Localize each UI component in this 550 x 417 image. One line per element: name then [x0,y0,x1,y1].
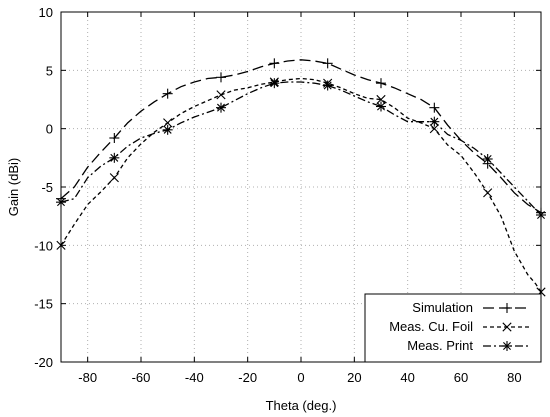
data-point-marker-stroke [483,188,493,198]
data-point-marker [162,124,173,135]
data-point-marker [376,78,386,89]
data-point-marker [376,101,386,112]
y-tick-label: 0 [46,122,53,137]
data-point-marker [322,80,333,91]
data-point-marker [482,154,493,164]
x-axis-label: Theta (deg.) [266,398,337,413]
legend-label: Meas. Cu. Foil [389,319,473,334]
ticks: -80 -60 -40 -20 0 20 40 60 80 -20 -15 -10 -5 0 5 10 [34,5,541,385]
data-point-marker [109,133,120,143]
y-axis-label: Gain (dBi) [6,158,21,217]
data-point-marker [429,102,440,113]
x-tick-label: 40 [400,370,414,385]
data-point-marker-stroke [270,79,279,88]
data-point-marker-stroke [163,125,172,134]
data-point-marker [269,58,280,69]
x-tick-label: -20 [238,370,257,385]
data-point-marker [322,58,333,69]
data-point-marker-stroke [376,94,386,105]
data-point-marker [429,116,440,127]
legend-swatch-marker [502,341,512,351]
series-3 [56,78,546,220]
series-line [60,77,542,293]
data-point-marker [269,78,280,89]
y-tick-label: 5 [46,63,53,78]
legend-label: Simulation [412,300,473,315]
data-point-marker [216,90,226,100]
data-point-marker [163,118,173,128]
series-line [60,81,542,216]
data-point-marker [483,188,493,198]
data-point-marker-stroke [429,124,439,134]
x-tick-label: 20 [347,370,361,385]
x-tick-label: -80 [78,370,97,385]
legend-item: Simulation [412,300,531,315]
data-point-marker [216,102,226,113]
data-point-marker-stroke [430,117,439,126]
y-tick-label: 10 [39,5,53,20]
legend-swatch-marker [502,322,512,332]
legend-item: Meas. Cu. Foil [389,319,531,334]
x-tick-label: 0 [297,370,304,385]
x-tick-label: -40 [185,370,204,385]
data-point-marker [429,124,439,134]
x-tick-label: 80 [507,370,521,385]
series-layer [56,58,546,297]
legend-item: Meas. Print [407,338,531,353]
y-tick-label: -5 [41,180,53,195]
data-point-marker-stroke [216,90,226,100]
data-point-marker-stroke [377,102,385,111]
data-point-marker-stroke [483,155,492,163]
y-tick-label: -20 [34,355,53,370]
legend-swatch-marker-stroke [503,342,511,350]
data-point-marker-stroke [163,118,173,128]
legend-swatch-marker [502,303,512,313]
data-point-marker [162,88,173,99]
x-tick-label: 60 [454,370,468,385]
data-point-marker [216,72,226,83]
legend: Simulation Meas. Cu. Foil Meas. Print [364,293,542,363]
data-point-marker-stroke [109,173,119,183]
data-point-marker [109,152,120,163]
y-tick-label: -10 [34,238,53,253]
data-point-marker [109,173,119,183]
data-point-marker-stroke [217,103,225,112]
data-point-marker-stroke [323,81,332,90]
data-point-marker-stroke [110,153,119,162]
legend-swatch-marker-stroke [502,322,512,332]
legend-box [364,293,542,363]
legend-label: Meas. Print [407,338,473,353]
x-tick-label: -60 [132,370,151,385]
y-tick-label: -15 [34,297,53,312]
data-point-marker [376,94,386,105]
